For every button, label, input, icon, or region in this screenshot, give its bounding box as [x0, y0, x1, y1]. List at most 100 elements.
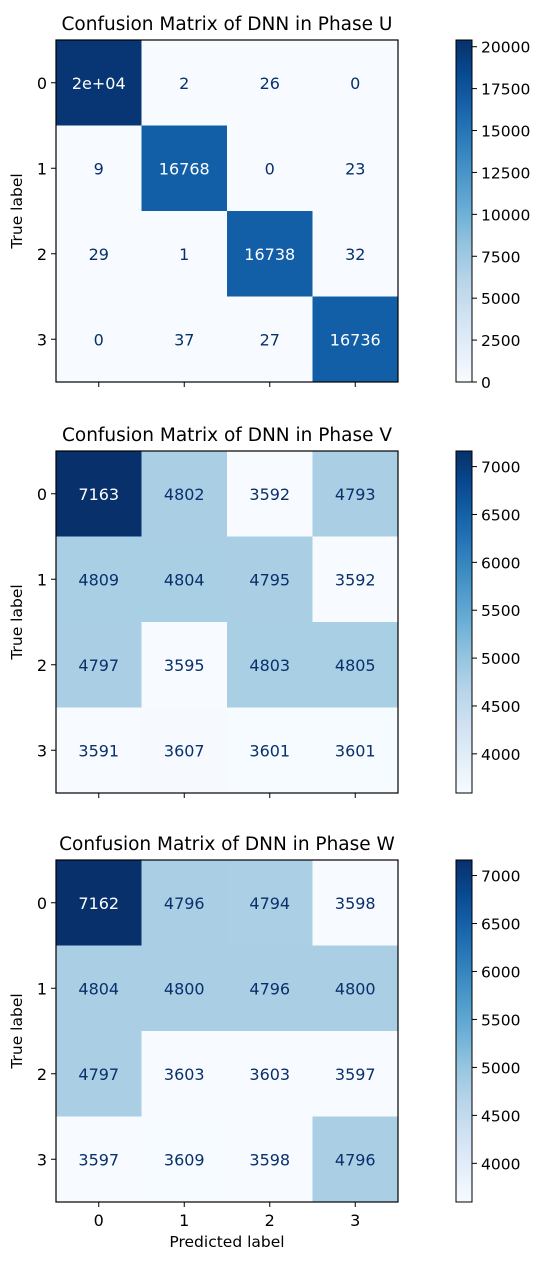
cell-value-label: 3597 — [335, 1065, 376, 1084]
colorbar-tick-label: 4500 — [481, 1107, 520, 1125]
cell-value-label: 3609 — [164, 1150, 205, 1169]
colorbar — [455, 450, 473, 794]
cell-value-label: 3598 — [335, 894, 376, 913]
colorbar-tick-label: 10000 — [481, 206, 530, 224]
cell-value-label: 0 — [265, 159, 275, 178]
cell-value-label: 4804 — [78, 979, 119, 998]
cell-value-label: 4802 — [164, 485, 205, 504]
cell-value-label: 4797 — [78, 1065, 119, 1084]
colorbar-tick-label: 20000 — [481, 39, 530, 57]
cell-value-label: 0 — [94, 330, 104, 349]
cell-value-label: 16736 — [330, 330, 381, 349]
matrix-cell — [227, 296, 313, 383]
cell-value-label: 16768 — [159, 159, 210, 178]
matrix-cell — [141, 211, 228, 297]
y-tick-label: 3 — [37, 741, 47, 760]
cell-value-label: 2e+04 — [72, 74, 126, 93]
matrix-cell — [312, 1116, 399, 1203]
cell-value-label: 7162 — [78, 894, 119, 913]
colorbar-tick-label: 6500 — [481, 506, 520, 524]
cell-value-label: 7163 — [78, 485, 119, 504]
cell-value-label: 4804 — [164, 570, 205, 589]
x-tick-label: 2 — [265, 1211, 275, 1230]
matrix-cell — [312, 536, 399, 623]
colorbar-tick-label: 5000 — [481, 650, 520, 668]
matrix-cell — [56, 125, 142, 212]
cell-value-label: 32 — [345, 245, 365, 264]
colorbar-tick-label: 4500 — [481, 698, 520, 716]
cell-value-label: 3597 — [78, 1150, 119, 1169]
chart-title: Confusion Matrix of DNN in Phase W — [59, 834, 395, 855]
cell-value-label: 16738 — [244, 245, 295, 264]
colorbar-tick-label: 5000 — [481, 290, 520, 308]
cell-value-label: 3603 — [164, 1065, 205, 1084]
colorbar-tick-label: 15000 — [481, 123, 530, 141]
matrix-cell — [141, 622, 228, 708]
cell-value-label: 3607 — [164, 741, 205, 760]
y-axis-label: True label — [8, 173, 26, 249]
cell-value-label: 4800 — [335, 979, 376, 998]
matrix-cell — [227, 707, 313, 794]
y-tick-label: 3 — [37, 1150, 47, 1169]
matrix-cell — [227, 211, 313, 297]
matrix-cell — [141, 945, 228, 1032]
cell-value-label: 3595 — [164, 656, 205, 675]
colorbar-tick-label: 7000 — [481, 868, 520, 886]
matrix-cell — [56, 296, 142, 383]
cell-value-label: 4800 — [164, 979, 205, 998]
cell-value-label: 4809 — [78, 570, 119, 589]
colorbar-tick-label: 4000 — [481, 746, 520, 764]
y-axis-label: True label — [8, 584, 26, 660]
colorbar-tick-label: 12500 — [481, 164, 530, 182]
colorbar-tick-label: 6000 — [481, 554, 520, 572]
matrix-cell — [312, 125, 399, 212]
cell-value-label: 37 — [174, 330, 194, 349]
matrix-cell — [56, 40, 142, 126]
colorbar-tick-label: 2500 — [481, 332, 520, 350]
matrix-cell — [312, 1031, 399, 1117]
y-tick-label: 3 — [37, 330, 47, 349]
matrix-cell — [56, 536, 142, 623]
colorbar-tick-label: 5500 — [481, 1011, 520, 1029]
matrix-cell — [227, 945, 313, 1032]
cell-value-label: 4805 — [335, 656, 376, 675]
matrix-cell — [141, 296, 228, 383]
chart-title: Confusion Matrix of DNN in Phase V — [62, 425, 392, 446]
y-tick-label: 1 — [37, 159, 47, 178]
matrix-cell — [312, 622, 399, 708]
matrix-cell — [227, 536, 313, 623]
y-axis-label: True label — [8, 993, 26, 1069]
cell-value-label: 3592 — [335, 570, 376, 589]
matrix-cell — [141, 451, 228, 537]
cell-value-label: 3601 — [249, 741, 290, 760]
colorbar — [455, 859, 473, 1203]
x-tick-label: 1 — [179, 1211, 189, 1230]
x-tick-label: 3 — [350, 1211, 360, 1230]
cell-value-label: 3603 — [249, 1065, 290, 1084]
matrix-cell — [312, 296, 399, 383]
colorbar-tick-label: 6000 — [481, 963, 520, 981]
cell-value-label: 2 — [179, 74, 189, 93]
matrix-cell — [227, 860, 313, 946]
cell-value-label: 4803 — [249, 656, 290, 675]
matrix-frame — [55, 859, 399, 1203]
cell-value-label: 4793 — [335, 485, 376, 504]
matrix-cell — [227, 1031, 313, 1117]
cell-value-label: 4796 — [164, 894, 205, 913]
colorbar-tick-label: 4000 — [481, 1155, 520, 1173]
matrix-cell — [56, 945, 142, 1032]
matrix-cell — [312, 40, 399, 126]
x-axis-label: Predicted label — [169, 1233, 284, 1251]
colorbar-tick-label: 5500 — [481, 602, 520, 620]
matrix-cell — [141, 1116, 228, 1203]
cell-value-label: 0 — [350, 74, 360, 93]
matrix-cell — [227, 451, 313, 537]
x-tick-label: 0 — [94, 1211, 104, 1230]
y-tick-label: 0 — [37, 485, 47, 504]
cell-value-label: 4794 — [249, 894, 290, 913]
cell-value-label: 4795 — [249, 570, 290, 589]
cell-value-label: 4796 — [335, 1150, 376, 1169]
colorbar-tick-label: 0 — [481, 374, 491, 392]
matrix-frame — [55, 450, 399, 794]
matrix-cell — [56, 622, 142, 708]
